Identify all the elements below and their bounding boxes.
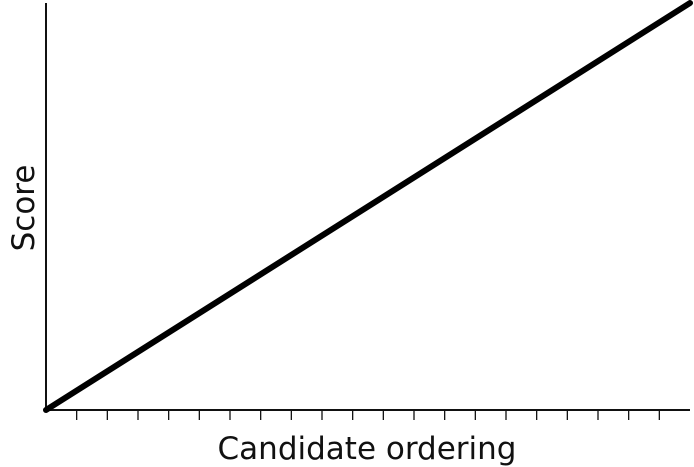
x-axis-ticks bbox=[76, 410, 660, 420]
x-axis-title: Candidate ordering bbox=[218, 431, 517, 467]
y-axis-title: Score bbox=[6, 165, 42, 252]
series-line-0 bbox=[43, 0, 693, 413]
series-layer bbox=[43, 0, 693, 413]
